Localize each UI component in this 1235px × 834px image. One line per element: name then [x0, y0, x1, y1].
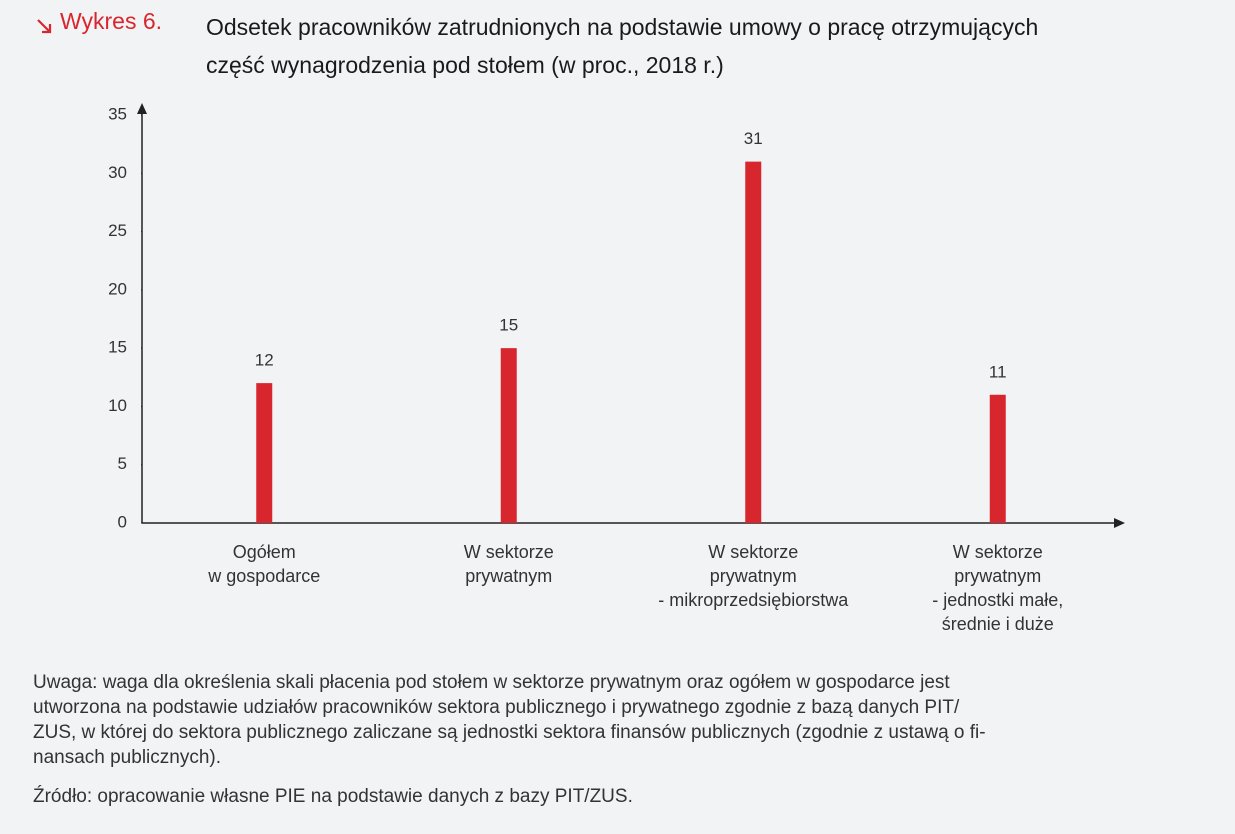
note: Uwaga: waga dla określenia skali płaceni… — [33, 672, 986, 768]
chart: 0 5 10 15 20 25 30 35 12 15 31 11 — [108, 103, 1125, 531]
x-tick-label: W sektorze prywatnym — [463, 542, 554, 586]
value-label: 15 — [499, 316, 518, 335]
value-label: 12 — [255, 351, 274, 370]
y-tick-label: 35 — [108, 104, 127, 123]
x-tick-label: W sektorze prywatnym - mikroprzedsiębior… — [658, 542, 849, 610]
bar — [256, 383, 273, 523]
y-tick-label: 30 — [108, 163, 127, 182]
bar — [989, 394, 1006, 523]
y-tick-label: 15 — [108, 338, 127, 357]
x-axis-arrow — [1114, 518, 1125, 528]
source: Źródło: opracowanie własne PIE na podsta… — [33, 786, 633, 807]
y-tick-label: 25 — [108, 221, 127, 240]
y-tick-label: 20 — [108, 279, 127, 298]
value-label: 31 — [744, 129, 763, 148]
y-tick-label: 0 — [118, 512, 127, 531]
arrow-icon — [37, 19, 52, 34]
chart-label: Wykres 6. — [60, 8, 163, 34]
x-tick-label: W sektorze prywatnym - jednostki małe, ś… — [932, 542, 1064, 634]
y-axis-arrow — [137, 103, 147, 114]
chart-title: Odsetek pracowników zatrudnionych na pod… — [206, 14, 1039, 78]
x-tick-label: Ogółem w gospodarce — [208, 542, 321, 586]
y-tick-label: 5 — [118, 454, 127, 473]
bar — [500, 348, 517, 523]
bar — [745, 161, 762, 523]
y-tick-label: 10 — [108, 396, 127, 415]
value-label: 11 — [989, 362, 1007, 381]
